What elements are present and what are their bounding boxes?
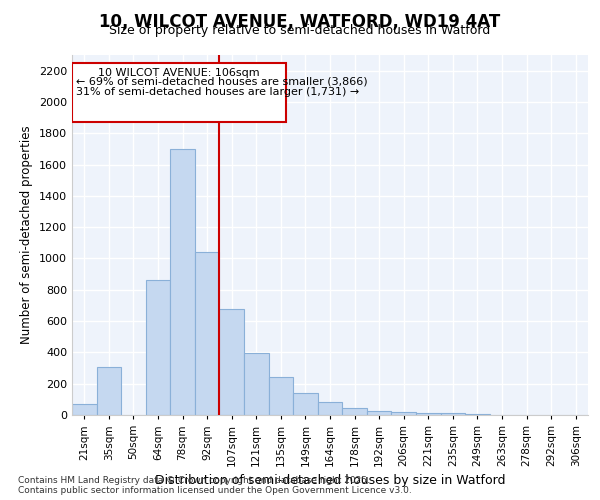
Bar bbox=[293, 393, 318, 415]
Bar bbox=[367, 411, 391, 415]
Bar bbox=[318, 402, 342, 415]
Bar bbox=[244, 353, 269, 415]
Bar bbox=[170, 149, 195, 415]
Bar bbox=[195, 252, 220, 415]
Bar bbox=[72, 404, 97, 415]
Text: Contains HM Land Registry data © Crown copyright and database right 2025.
Contai: Contains HM Land Registry data © Crown c… bbox=[18, 476, 412, 495]
FancyBboxPatch shape bbox=[72, 63, 286, 122]
Bar bbox=[97, 368, 121, 415]
Text: 10, WILCOT AVENUE, WATFORD, WD19 4AT: 10, WILCOT AVENUE, WATFORD, WD19 4AT bbox=[100, 12, 500, 30]
Text: 10 WILCOT AVENUE: 106sqm: 10 WILCOT AVENUE: 106sqm bbox=[98, 68, 260, 78]
Bar bbox=[391, 412, 416, 415]
Text: 31% of semi-detached houses are larger (1,731) →: 31% of semi-detached houses are larger (… bbox=[76, 87, 359, 97]
Y-axis label: Number of semi-detached properties: Number of semi-detached properties bbox=[20, 126, 34, 344]
Bar bbox=[465, 414, 490, 415]
Bar bbox=[416, 412, 440, 415]
X-axis label: Distribution of semi-detached houses by size in Watford: Distribution of semi-detached houses by … bbox=[155, 474, 505, 488]
Bar bbox=[146, 280, 170, 415]
Text: Size of property relative to semi-detached houses in Watford: Size of property relative to semi-detach… bbox=[109, 24, 491, 37]
Bar bbox=[269, 376, 293, 415]
Bar bbox=[220, 308, 244, 415]
Bar bbox=[440, 414, 465, 415]
Text: ← 69% of semi-detached houses are smaller (3,866): ← 69% of semi-detached houses are smalle… bbox=[76, 77, 367, 87]
Bar bbox=[342, 408, 367, 415]
